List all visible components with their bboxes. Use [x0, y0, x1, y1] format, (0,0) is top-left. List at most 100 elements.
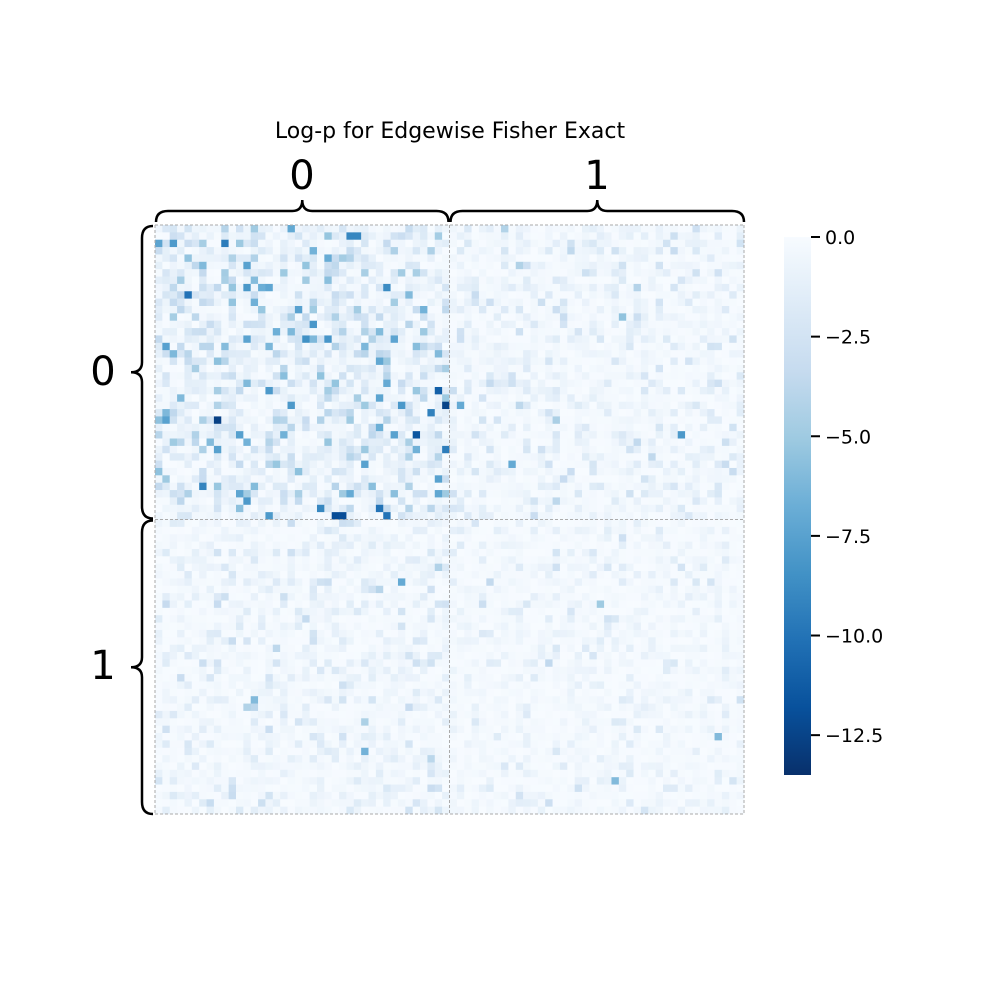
heatmap-cell	[302, 475, 310, 483]
heatmap-cell	[169, 313, 178, 322]
heatmap-cell	[589, 460, 598, 469]
heatmap-cell	[633, 571, 642, 579]
heatmap-cell	[729, 666, 737, 675]
heatmap-cell	[685, 637, 693, 645]
heatmap-cell	[397, 394, 406, 402]
heatmap-cell	[383, 313, 391, 322]
heatmap-cell	[567, 350, 575, 358]
heatmap-cell	[434, 637, 443, 645]
heatmap-cell	[427, 247, 436, 255]
heatmap-cell	[221, 254, 229, 263]
heatmap-cell	[258, 291, 266, 299]
heatmap-cell	[346, 401, 355, 410]
heatmap-cell	[537, 504, 546, 513]
heatmap-cell	[324, 666, 332, 675]
heatmap-cell	[302, 607, 310, 616]
heatmap-cell	[397, 372, 406, 380]
heatmap-cell	[339, 482, 347, 491]
heatmap-cell	[213, 335, 222, 344]
heatmap-cell	[177, 578, 185, 587]
heatmap-cell	[412, 401, 421, 410]
heatmap-cell	[302, 504, 310, 513]
heatmap-cell	[361, 571, 369, 579]
heatmap-cell	[280, 578, 288, 587]
heatmap-cell	[464, 394, 472, 402]
heatmap-cell	[162, 460, 171, 469]
heatmap-cell	[552, 644, 561, 653]
heatmap-cell	[707, 497, 715, 506]
heatmap-cell	[353, 350, 362, 358]
heatmap-cell	[280, 563, 288, 572]
heatmap-cell	[501, 637, 509, 645]
heatmap-cell	[324, 593, 332, 601]
heatmap-cell	[339, 291, 347, 299]
heatmap-cell	[390, 313, 399, 322]
heatmap-cell	[486, 394, 494, 402]
heatmap-cell	[324, 328, 332, 336]
heatmap-cell	[309, 615, 318, 623]
heatmap-cell	[420, 622, 428, 631]
heatmap-cell	[199, 453, 207, 461]
heatmap-cell	[206, 652, 215, 660]
heatmap-cell	[471, 453, 480, 461]
heatmap-cell	[699, 541, 708, 550]
heatmap-cell	[670, 364, 679, 373]
heatmap-cell	[316, 519, 325, 528]
heatmap-cell	[442, 305, 450, 314]
heatmap-cell	[574, 291, 583, 299]
heatmap-cell	[287, 313, 296, 322]
heatmap-cell	[324, 556, 332, 564]
heatmap-cell	[714, 585, 723, 594]
heatmap-cell	[206, 593, 215, 601]
heatmap-cell	[155, 364, 163, 373]
heatmap-cell	[589, 291, 598, 299]
heatmap-cell	[287, 585, 296, 594]
heatmap-cell	[361, 615, 369, 623]
heatmap-cell	[493, 350, 502, 358]
heatmap-cell	[559, 467, 568, 476]
heatmap-cell	[199, 512, 207, 520]
heatmap-cell	[397, 622, 406, 631]
heatmap-cell	[626, 467, 634, 476]
heatmap-cell	[663, 247, 671, 255]
heatmap-cell	[420, 291, 428, 299]
heatmap-cell	[272, 276, 281, 285]
heatmap-cell	[574, 357, 583, 366]
heatmap-cell	[574, 239, 583, 248]
heatmap-cell	[169, 276, 178, 285]
heatmap-cell	[287, 652, 296, 660]
heatmap-cell	[633, 225, 642, 233]
heatmap-cell	[412, 386, 421, 395]
heatmap-cell	[375, 467, 384, 476]
heatmap-cell	[729, 578, 737, 587]
heatmap-cell	[633, 482, 642, 491]
heatmap-cell	[633, 556, 642, 564]
heatmap-cell	[707, 629, 715, 638]
heatmap-cell	[316, 659, 325, 668]
heatmap-cell	[339, 379, 347, 388]
heatmap-cell	[280, 261, 288, 270]
heatmap-cell	[714, 269, 723, 277]
heatmap-cell	[427, 482, 436, 491]
heatmap-cell	[397, 283, 406, 292]
heatmap-cell	[508, 431, 517, 439]
heatmap-cell	[191, 578, 200, 587]
heatmap-cell	[685, 652, 693, 660]
heatmap-cell	[169, 593, 178, 601]
heatmap-cell	[626, 364, 634, 373]
heatmap-cell	[478, 254, 487, 263]
heatmap-cell	[287, 364, 296, 373]
heatmap-cell	[162, 364, 171, 373]
heatmap-cell	[471, 379, 480, 388]
heatmap-cell	[294, 607, 303, 616]
heatmap-cell	[721, 622, 730, 631]
heatmap-cell	[221, 585, 229, 594]
heatmap-cell	[405, 475, 413, 483]
heatmap-cell	[184, 416, 193, 425]
heatmap-cell	[530, 578, 539, 587]
heatmap-cell	[729, 438, 737, 447]
heatmap-cell	[280, 342, 288, 351]
heatmap-cell	[552, 585, 561, 594]
heatmap-cell	[611, 232, 620, 241]
heatmap-cell	[228, 482, 237, 491]
